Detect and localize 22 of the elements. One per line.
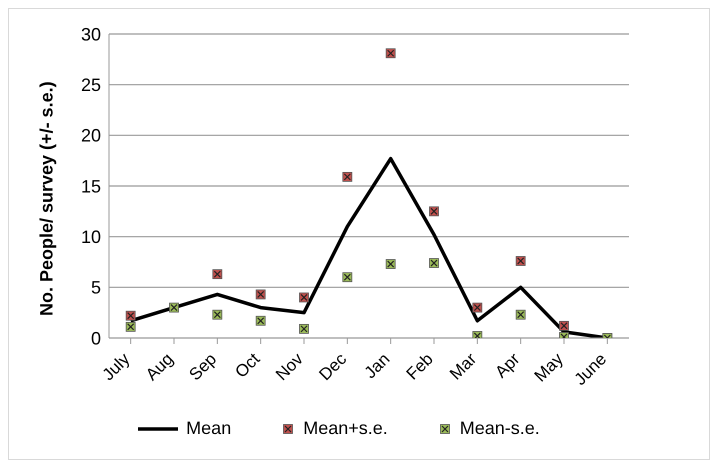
x-tick-label: Feb bbox=[402, 349, 437, 384]
legend-label: Mean bbox=[186, 418, 232, 439]
y-tick-label: 25 bbox=[80, 75, 101, 96]
legend-label: Mean-s.e. bbox=[460, 418, 540, 439]
x-tick-label: Sep bbox=[185, 349, 220, 384]
y-axis-title: No. People/ survey (+/- s.e.) bbox=[36, 81, 56, 316]
x-tick-label: Oct bbox=[231, 349, 264, 382]
y-tick-label: 5 bbox=[90, 278, 101, 298]
x-tick-label: Mar bbox=[446, 349, 480, 384]
x-tick-label: Aug bbox=[142, 349, 177, 384]
y-tick-label: 0 bbox=[90, 328, 101, 348]
x-tick-label: Apr bbox=[491, 349, 524, 382]
y-tick-label: 30 bbox=[80, 24, 101, 44]
x-tick-label: Jan bbox=[360, 349, 394, 382]
y-tick-label: 15 bbox=[80, 176, 101, 196]
y-tick-label: 20 bbox=[80, 126, 101, 146]
x-tick-label: May bbox=[530, 349, 568, 386]
x-tick-label: July bbox=[98, 349, 134, 384]
legend-label: Mean+s.e. bbox=[303, 418, 388, 439]
x-tick-label: Dec bbox=[315, 349, 351, 384]
x-tick-label: Nov bbox=[272, 349, 308, 384]
y-tick-label: 10 bbox=[80, 227, 101, 248]
